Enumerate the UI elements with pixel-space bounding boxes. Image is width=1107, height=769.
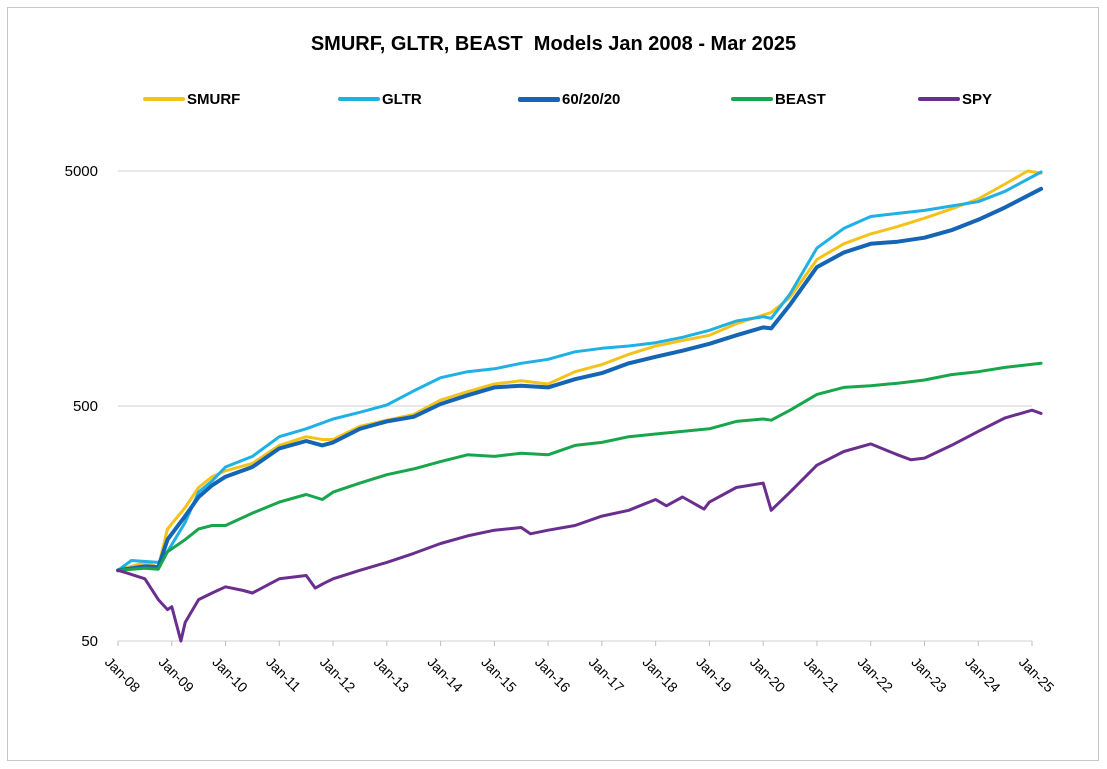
legend-swatch-beast — [731, 97, 773, 101]
y-tick-label: 500 — [73, 398, 98, 415]
legend-swatch-spy — [918, 97, 960, 101]
legend-swatch-gltr — [338, 97, 380, 101]
x-tick-label: Jan-24 — [962, 654, 1004, 696]
legend-label-smurf: SMURF — [187, 90, 241, 108]
x-tick-label: Jan-18 — [640, 654, 682, 696]
legend-swatch-602020 — [518, 96, 560, 102]
x-tick-label: Jan-22 — [855, 654, 897, 696]
x-tick-label: Jan-08 — [102, 654, 144, 696]
legend-swatch-smurf — [143, 97, 185, 101]
x-tick-label: Jan-17 — [586, 654, 628, 696]
x-tick-label: Jan-25 — [1016, 654, 1058, 696]
x-tick-label: Jan-10 — [209, 654, 251, 696]
x-tick-label: Jan-16 — [532, 654, 574, 696]
x-tick-label: Jan-15 — [478, 654, 520, 696]
series-line-602020 — [116, 186, 1044, 573]
y-tick-label: 5000 — [65, 163, 98, 180]
legend-item-gltr: GLTR — [338, 86, 422, 112]
x-tick-label: Jan-11 — [263, 654, 304, 695]
legend-label-spy: SPY — [962, 90, 993, 108]
axis-layer — [117, 641, 1033, 646]
y-tick-label: 50 — [81, 633, 98, 650]
x-tick-label: Jan-09 — [156, 654, 198, 696]
legend-label-gltr: GLTR — [382, 90, 422, 108]
x-tick-label: Jan-13 — [371, 654, 413, 696]
chart-title: SMURF, GLTR, BEAST Models Jan 2008 - Mar… — [310, 33, 797, 55]
series-line-spy — [116, 408, 1043, 643]
legend-item-smurf: SMURF — [143, 86, 240, 112]
x-tick-label: Jan-19 — [693, 654, 735, 696]
x-tick-label: Jan-12 — [317, 654, 359, 696]
legend-label-beast: BEAST — [775, 90, 826, 108]
grid-layer — [118, 170, 1032, 642]
x-tick-label: Jan-21 — [801, 654, 843, 696]
series-line-beast — [116, 361, 1043, 572]
legend-item-beast: BEAST — [731, 86, 826, 112]
legend-item-spy: SPY — [918, 86, 992, 112]
legend-label-602020: 60/20/20 — [562, 90, 621, 108]
series-layer — [116, 169, 1044, 643]
x-tick-label: Jan-20 — [747, 654, 789, 696]
x-tick-label: Jan-23 — [908, 654, 950, 696]
series-line-gltr — [116, 170, 1043, 572]
chart-legend: SMURF GLTR 60/20/20 BEAST SPY — [0, 86, 1107, 114]
legend-item-602020: 60/20/20 — [518, 86, 620, 112]
x-tick-label: Jan-14 — [424, 654, 466, 696]
